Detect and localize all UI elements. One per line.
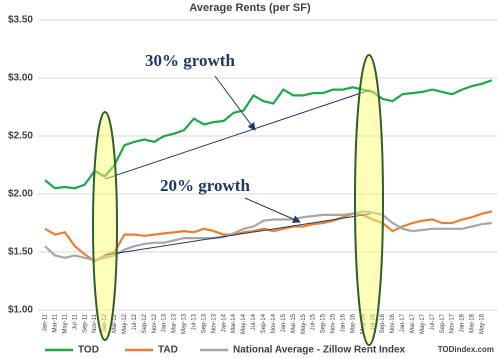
trend-line	[104, 89, 371, 180]
x-tick-label: Mar-16	[350, 313, 356, 333]
x-tick-label: Sep-17	[440, 313, 446, 333]
x-tick-label: Jan-17	[400, 313, 406, 332]
y-tick-label: $3.50	[8, 15, 33, 26]
x-tick-label: Jul-17	[430, 313, 436, 330]
x-tick-label: May-11	[62, 313, 68, 333]
source: TODindex.com	[438, 345, 494, 354]
x-tick-label: Nov-12	[152, 313, 158, 333]
legend-label: TOD	[78, 345, 99, 356]
x-tick-label: Mar-15	[291, 313, 297, 333]
legend-label: National Average - Zillow Rent Index	[233, 345, 406, 356]
x-tick-label: Jan-15	[281, 313, 287, 332]
legend-item: TOD	[45, 345, 99, 356]
arrow	[244, 197, 301, 223]
legend-item: TAD	[125, 345, 178, 356]
x-tick-label: Jul-11	[72, 313, 78, 330]
x-tick-label: Jul-12	[132, 313, 138, 330]
x-tick-label: Jul-15	[311, 313, 317, 330]
x-tick-label: Nov-11	[92, 313, 98, 333]
x-tick-label: Mar-13	[172, 313, 178, 333]
x-tick-label: Jan-12	[102, 313, 108, 332]
x-tick-label: Nov-16	[390, 313, 396, 333]
x-tick-label: May-18	[479, 313, 485, 334]
x-tick-label: Jan-16	[340, 313, 346, 332]
trend-line	[104, 213, 371, 256]
y-tick-label: $2.00	[8, 189, 33, 200]
x-tick-label: Jan-13	[162, 313, 168, 332]
y-tick-label: $1.50	[8, 247, 33, 258]
x-tick-label: Mar-11	[53, 313, 59, 332]
x-tick-label: Nov-13	[211, 313, 217, 333]
x-tick-label: Nov-17	[450, 313, 456, 333]
x-tick-label: Mar-14	[231, 313, 237, 333]
chart-title: Average Rents (per SF)	[189, 2, 311, 14]
plot-area: $1.00 $1.50 $2.00 $2.50 $3.00 $3.50 Jan-11 Mar-…	[8, 15, 497, 334]
y-tick-label: $1.00	[8, 305, 33, 316]
x-tick-label: Jan-11	[43, 313, 49, 332]
arrow	[214, 75, 256, 131]
x-tick-label: Mar-18	[470, 313, 476, 333]
x-tick-label: Nov-15	[331, 313, 337, 333]
x-tick-label: Sep-11	[82, 313, 88, 333]
x-tick-label: Mar-12	[112, 313, 118, 333]
highlight-ellipse	[354, 54, 384, 346]
x-tick-label: May-16	[360, 313, 366, 334]
x-tick-label: May-12	[122, 313, 128, 334]
legend-label: TAD	[158, 345, 178, 356]
y-tick-label: $3.00	[8, 73, 33, 84]
highlight-ellipse	[92, 111, 118, 341]
x-tick-label: Jan-18	[460, 313, 466, 332]
x-tick-label: Jan-14	[221, 313, 227, 332]
x-tick-label: Sep-16	[380, 313, 386, 333]
x-tick-label: May-13	[182, 313, 188, 334]
annotation: 30% growth	[145, 51, 235, 70]
x-tick-label: Mar-17	[410, 313, 416, 333]
y-tick-label: $2.50	[8, 131, 33, 142]
x-tick-label: Sep-15	[321, 313, 327, 333]
x-tick-label: May-14	[241, 313, 247, 334]
x-tick-label: Jul-13	[192, 313, 198, 330]
x-tick-label: Sep-14	[261, 313, 267, 333]
series-line	[44, 79, 493, 190]
x-tick-label: May-17	[420, 313, 426, 334]
x-tick-label: May-15	[301, 313, 307, 334]
legend-item: National Average - Zillow Rent Index	[200, 345, 406, 356]
x-tick-label: Nov-14	[271, 313, 277, 333]
x-tick-label: Sep-12	[142, 313, 148, 333]
x-tick-label: Jul-14	[251, 313, 257, 330]
annotation: 20% growth	[160, 176, 250, 195]
x-tick-label: Sep-13	[201, 313, 207, 333]
x-tick-label: Jul-16	[370, 313, 376, 330]
